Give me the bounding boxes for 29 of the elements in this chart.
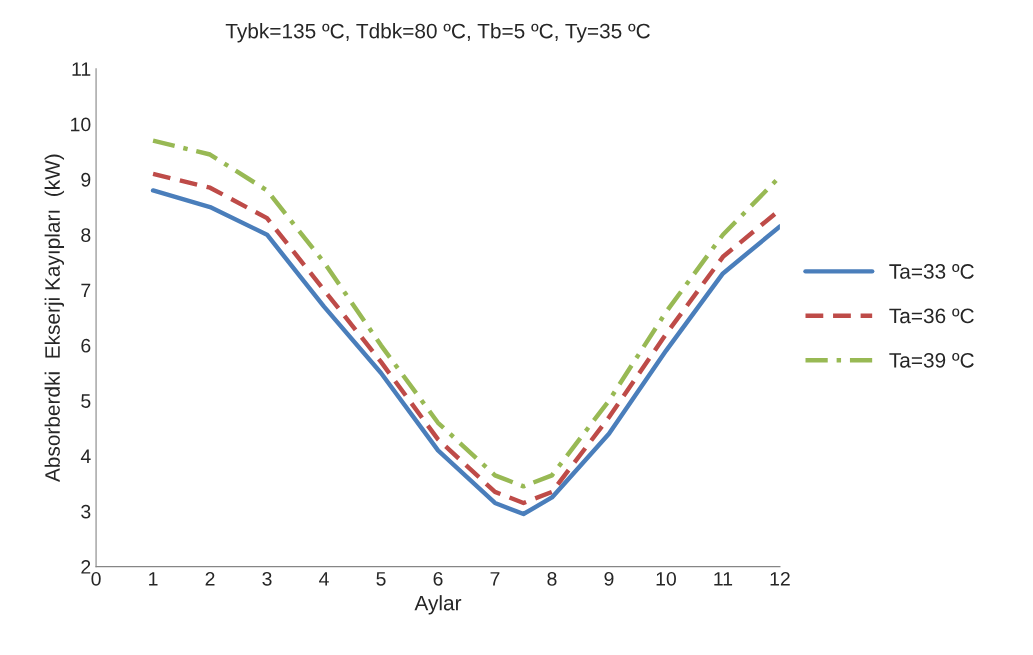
y-axis-title: Absorberdki Ekserji Kayıpları (kW)	[44, 154, 65, 483]
x-tick-label: 9	[604, 571, 614, 586]
x-tick-label: 2	[205, 571, 215, 586]
x-tick-label: 4	[319, 572, 329, 586]
x-tick-label: 5	[376, 572, 386, 586]
x-axis-title: Aylar	[414, 595, 462, 615]
x-tick-label: 10	[656, 571, 676, 586]
x-tick-label: 0	[91, 571, 101, 586]
y-tick-label: 5	[81, 394, 91, 408]
y-tick-label: 11	[72, 62, 91, 76]
legend-label: Ta=39 ºC	[889, 352, 974, 368]
x-tick-label: 6	[433, 571, 443, 586]
x-tick-label: 7	[490, 572, 500, 586]
x-tick-label: 12	[770, 571, 790, 586]
y-tick-label: 9	[81, 172, 91, 187]
legend-label: Ta=36 ºC	[889, 308, 974, 324]
x-tick-label: 3	[262, 571, 272, 586]
y-tick-label: 2	[81, 560, 91, 574]
y-tick-label: 3	[81, 504, 91, 519]
legend-label: Ta=33 ºC	[889, 264, 974, 279]
y-tick-label: 10	[71, 117, 91, 132]
y-tick-label: 8	[81, 228, 91, 242]
y-tick-label: 7	[81, 283, 91, 298]
y-tick-label: 6	[81, 338, 91, 353]
y-tick-label: 4	[80, 449, 91, 463]
x-tick-label: 11	[714, 572, 733, 586]
x-tick-label: 8	[547, 571, 557, 586]
chart-title: Tybk=135 ºC, Tdbk=80 ºC, Tb=5 ºC, Ty=35 ºC	[225, 23, 650, 43]
x-tick-label: 1	[149, 572, 158, 586]
